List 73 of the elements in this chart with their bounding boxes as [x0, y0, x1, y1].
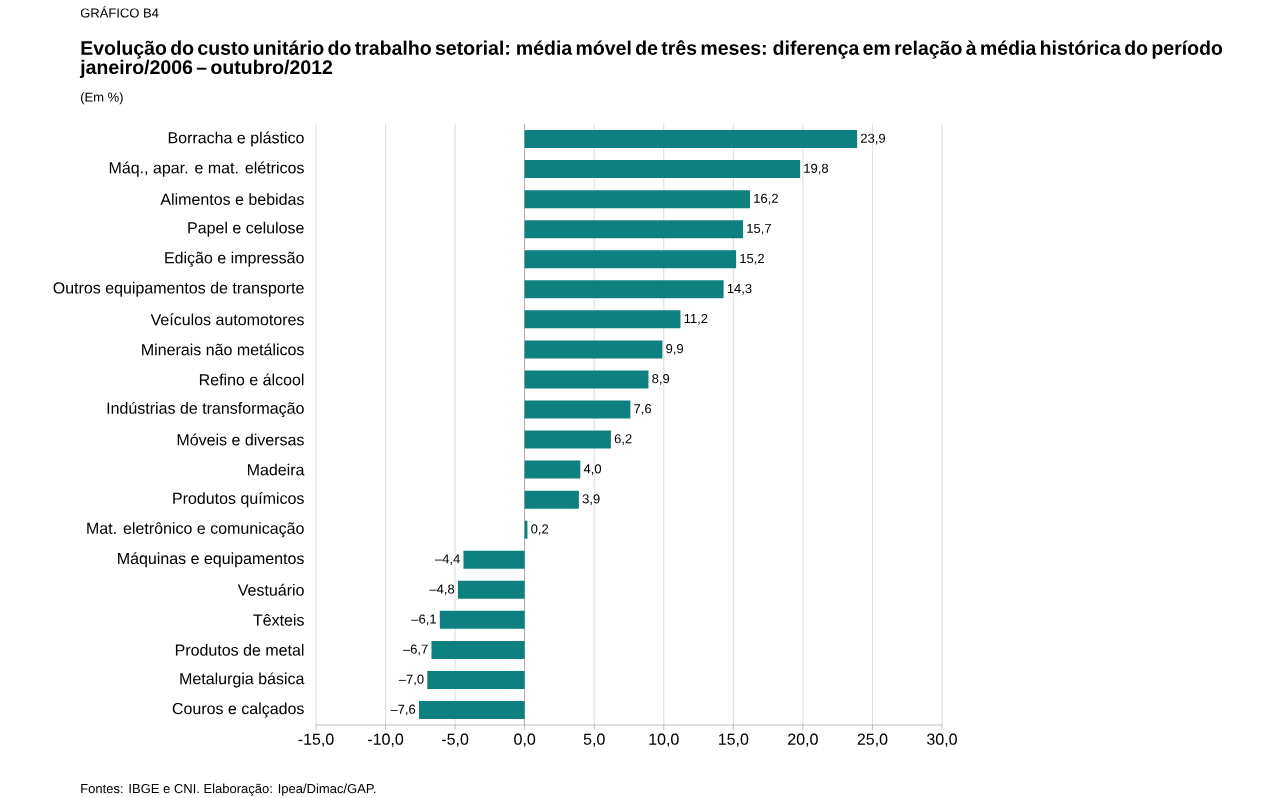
y-tick-label: Vestuário [237, 583, 304, 596]
x-tick-label: 10,0 [649, 733, 679, 747]
bar [463, 550, 525, 569]
chart-title: Evolução do custo unitário do trabalho setorial: média móvel de três meses: diferença em relação à média histórica do período janeiro/2006 – outubro/2012 [79, 40, 1223, 78]
bar [524, 250, 737, 269]
y-tick-label: Máq., apar. e mat. elétricos [109, 161, 304, 177]
y-tick-label: Outros equipamentos de transporte [53, 281, 304, 297]
data-label: –4,4 [434, 554, 460, 566]
y-tick-label: Refino e álcool [199, 373, 304, 386]
bar [524, 280, 724, 299]
data-label: 8,9 [652, 374, 670, 385]
x-tick-label: -10,0 [368, 733, 404, 747]
y-tick-label: Mat. eletrônico e comunicação [87, 522, 304, 538]
bar [524, 340, 663, 359]
bar [524, 370, 649, 389]
text: Fontes: IBGE e CNI. Elaboração: Ipea/Dimac/GAP. [81, 783, 376, 796]
bar [427, 670, 525, 689]
data-label: 11,2 [684, 313, 708, 325]
data-label: 15,7 [747, 223, 771, 235]
x-tick-label: 30,0 [927, 733, 957, 747]
bar [524, 190, 751, 209]
bar [524, 460, 581, 479]
y-tick-label: Couros e calçados [172, 702, 304, 718]
bar [431, 640, 525, 659]
data-label: 0,2 [531, 524, 549, 536]
x-tick-label: 0,0 [514, 733, 536, 747]
y-tick-label: Minerais não metálicos [142, 343, 304, 356]
bar [524, 400, 631, 419]
y-tick-label: Alimentos e bebidas [160, 193, 304, 205]
x-tick-label: 25,0 [857, 733, 888, 747]
text: (Em %) [81, 92, 123, 105]
data-label: 23,9 [861, 133, 886, 145]
data-label: –6,1 [411, 614, 436, 626]
x-tick-label: -15,0 [298, 733, 334, 747]
bar [524, 130, 858, 149]
data-label: 4,0 [583, 464, 602, 475]
bar [524, 160, 801, 179]
y-tick-label: Móveis e diversas [177, 433, 304, 446]
data-label: 14,3 [727, 283, 752, 295]
data-label: 16,2 [754, 193, 778, 205]
data-label: 6,2 [614, 434, 632, 445]
data-label: –6,7 [402, 644, 428, 656]
bar [524, 220, 744, 239]
y-tick-label: Máquinas e equipamentos [118, 552, 304, 568]
data-label: 19,8 [804, 163, 829, 175]
bar [457, 580, 525, 599]
data-label: 3,9 [582, 494, 600, 505]
y-tick-label: Indústrias de transformação [107, 401, 304, 418]
bar [524, 430, 611, 449]
x-tick-label: 5,0 [583, 733, 605, 747]
x-tick-label: 20,0 [788, 733, 818, 747]
bar [439, 610, 525, 629]
data-label: 7,6 [634, 404, 652, 415]
y-tick-label: Metalurgia básica [180, 672, 305, 688]
x-tick-label: -5,0 [442, 733, 469, 747]
x-tick-label: 15,0 [718, 733, 749, 747]
y-tick-label: Produtos químicos [173, 492, 304, 508]
data-label: –4,8 [429, 584, 455, 596]
data-label: –7,6 [390, 704, 416, 716]
data-label: 15,2 [740, 253, 764, 265]
data-label: 9,9 [666, 344, 684, 355]
bar [524, 310, 681, 329]
bar [418, 700, 525, 719]
text: GRÁFICO B4 [80, 6, 159, 18]
data-label: –7,0 [398, 674, 424, 686]
bar [524, 490, 579, 509]
y-tick-label: Madeira [247, 463, 305, 476]
y-tick-label: Veículos automotores [150, 313, 304, 326]
y-tick-label: Papel e celulose [188, 221, 304, 237]
y-tick-label: Borracha e plástico [168, 131, 304, 147]
y-tick-label: Produtos de metal [175, 644, 304, 656]
y-tick-label: Edição e impressão [165, 251, 304, 267]
y-tick-label: Têxteis [253, 613, 304, 626]
